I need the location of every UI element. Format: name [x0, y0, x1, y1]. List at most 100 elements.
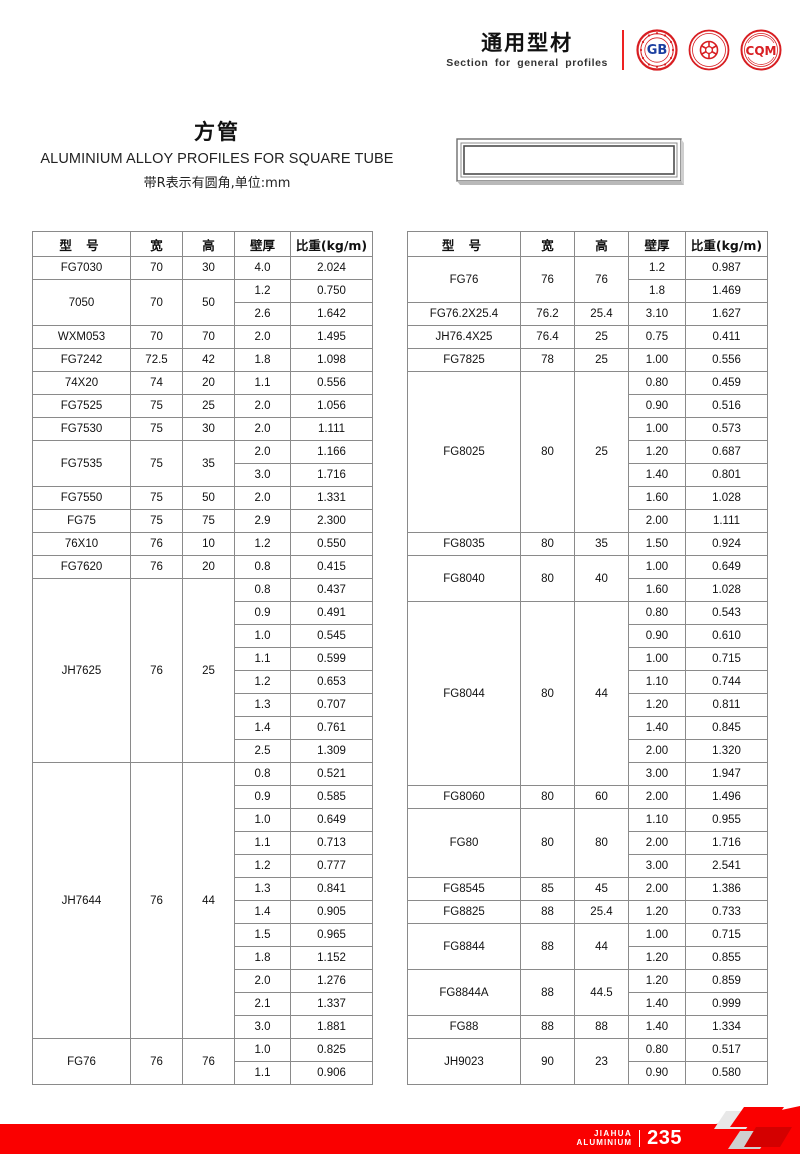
weight-cell: 1.386	[685, 877, 768, 901]
weight-cell: 0.687	[685, 440, 768, 464]
height-cell: 20	[182, 555, 235, 579]
height-cell: 25	[574, 325, 629, 349]
page-title-area: 方管 ALUMINIUM ALLOY PROFILES FOR SQUARE T…	[22, 116, 412, 191]
height-cell: 35	[574, 532, 629, 556]
table-row: FG8025 80 25 0.80 0.459	[407, 371, 768, 533]
thickness-cell: 1.8	[234, 348, 291, 372]
table-row: FG88 88 88 1.40 1.334	[407, 1015, 768, 1039]
page-title-note: 带R表示有圆角,单位:mm	[143, 176, 291, 191]
height-cell: 25.4	[574, 900, 629, 924]
weight-cell: 0.437	[290, 578, 373, 602]
thickness-cell: 0.80	[628, 601, 686, 625]
weight-cell: 1.496	[685, 785, 768, 809]
model-cell: WXM053	[32, 325, 131, 349]
table-row: 1.0 0.649	[33, 808, 373, 832]
height-cell: 25	[574, 371, 629, 533]
weight-cell: 1.166	[290, 440, 373, 464]
height-cell: 50	[182, 279, 235, 326]
height-cell: 60	[574, 785, 629, 809]
thickness-cell: 0.9	[234, 785, 291, 809]
thickness-cell: 2.00	[628, 877, 686, 901]
width-cell: 76.4	[520, 325, 575, 349]
table-row: FG7530 75 30 2.0 1.111	[32, 417, 373, 441]
table-row: JH7625 76 25 0.8 0.437	[32, 578, 373, 763]
thickness-cell: 1.2	[628, 256, 686, 280]
width-cell: 88	[520, 969, 575, 1016]
table-row: 0.90 0.610	[408, 624, 768, 648]
model-cell: FG76	[407, 256, 521, 303]
weight-cell: 0.649	[685, 555, 768, 579]
weight-cell: 0.955	[685, 808, 768, 832]
weight-cell: 0.744	[685, 670, 768, 694]
height-cell: 30	[182, 417, 235, 441]
column-header-height: 高	[182, 231, 235, 257]
table-row: 1.40 0.845	[408, 716, 768, 740]
table-row: 76X10 76 10 1.2 0.550	[32, 532, 373, 556]
weight-cell: 1.495	[290, 325, 373, 349]
cqm-certification-logo-icon: CQM	[740, 29, 782, 71]
table-row: FG8044 80 44 0.80 0.543	[407, 601, 768, 786]
thickness-cell: 1.60	[628, 486, 686, 510]
spec-table-left-body: FG7030 70 30 4.0 2.024 7050 70 50 1.2 0.750 2.6 1.6…	[32, 256, 373, 1085]
width-cell: 78	[520, 348, 575, 372]
height-cell: 44	[574, 601, 629, 786]
thickness-cell: 2.9	[234, 509, 291, 533]
thickness-cell: 2.0	[234, 440, 291, 464]
thickness-cell: 2.6	[234, 302, 291, 326]
table-row: 1.20 0.855	[408, 946, 768, 970]
thickness-cell: 1.2	[234, 279, 291, 303]
table-row: 1.3 0.841	[33, 877, 373, 901]
height-cell: 25	[574, 348, 629, 372]
width-cell: 70	[130, 279, 183, 326]
column-header-weight: 比重(kg/m)	[685, 231, 768, 257]
model-cell: FG8545	[407, 877, 521, 901]
weight-cell: 1.152	[290, 946, 373, 970]
thickness-cell: 0.75	[628, 325, 686, 349]
weight-cell: 1.716	[290, 463, 373, 487]
weight-cell: 1.334	[685, 1015, 768, 1039]
table-row: 2.00 1.111	[408, 509, 768, 533]
weight-cell: 0.825	[290, 1038, 373, 1062]
weight-cell: 1.469	[685, 279, 768, 303]
weight-cell: 0.999	[685, 992, 768, 1016]
thickness-cell: 2.1	[234, 992, 291, 1016]
column-header-model: 型 号	[32, 231, 131, 257]
weight-cell: 1.056	[290, 394, 373, 418]
weight-cell: 0.713	[290, 831, 373, 855]
page-title-en: ALUMINIUM ALLOY PROFILES FOR SQUARE TUBE	[40, 151, 394, 167]
table-row: FG8035 80 35 1.50 0.924	[407, 532, 768, 556]
svg-text:GB: GB	[647, 43, 668, 58]
footer-red-bar	[0, 1124, 800, 1154]
weight-cell: 0.411	[685, 325, 768, 349]
thickness-cell: 1.00	[628, 417, 686, 441]
width-cell: 75	[130, 486, 183, 510]
column-header-weight: 比重(kg/m)	[290, 231, 373, 257]
thickness-cell: 1.40	[628, 716, 686, 740]
thickness-cell: 2.00	[628, 739, 686, 763]
width-cell: 70	[130, 256, 183, 280]
thickness-cell: 1.1	[234, 831, 291, 855]
weight-cell: 0.707	[290, 693, 373, 717]
weight-cell: 1.627	[685, 302, 768, 326]
table-row: 1.1 0.713	[33, 831, 373, 855]
weight-cell: 1.337	[290, 992, 373, 1016]
spec-table-right-body: FG76 76 76 1.2 0.987 1.8 1.469 FG76.2X25.4 76.2 2…	[407, 256, 768, 1085]
thickness-cell: 0.90	[628, 394, 686, 418]
model-cell: FG7030	[32, 256, 131, 280]
width-cell: 75	[130, 509, 183, 533]
thickness-cell: 1.20	[628, 900, 686, 924]
thickness-cell: 2.00	[628, 831, 686, 855]
table-row: FG75 75 75 2.9 2.300	[32, 509, 373, 533]
footer-divider	[639, 1130, 641, 1147]
table-row: 1.1 0.906	[33, 1061, 373, 1085]
table-row: FG7620 76 20 0.8 0.415	[32, 555, 373, 579]
height-cell: 25	[182, 394, 235, 418]
thickness-cell: 1.8	[234, 946, 291, 970]
width-cell: 80	[520, 555, 575, 602]
table-row: 1.8 1.469	[408, 279, 768, 303]
width-cell: 76	[130, 555, 183, 579]
table-row: WXM053 70 70 2.0 1.495	[32, 325, 373, 349]
weight-cell: 1.028	[685, 486, 768, 510]
thickness-cell: 1.20	[628, 969, 686, 993]
table-row: 3.00 2.541	[408, 854, 768, 878]
